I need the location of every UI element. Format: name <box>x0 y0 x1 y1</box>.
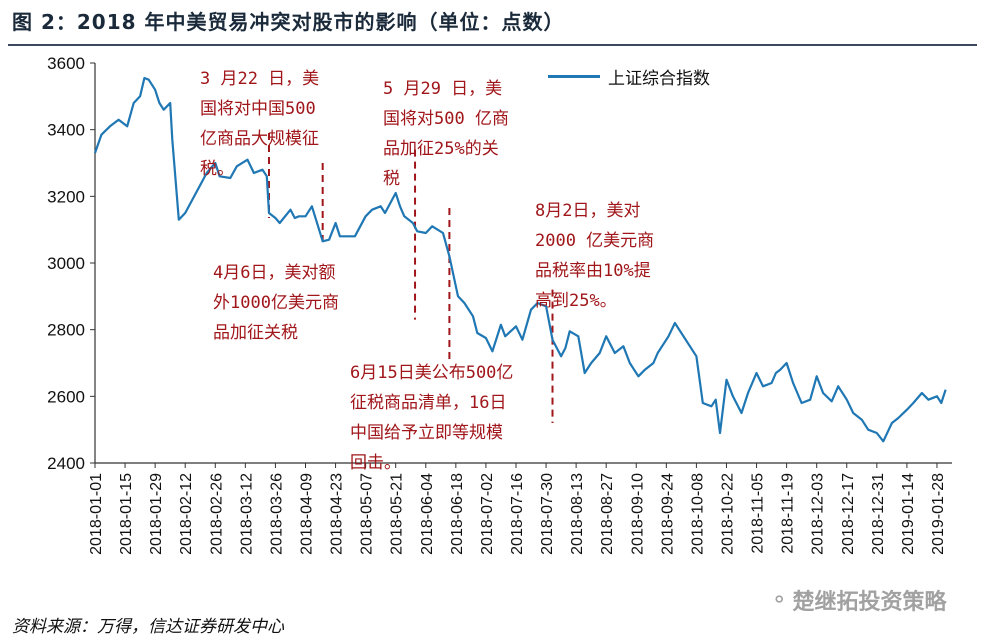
x-tick-label: 2018-04-23 <box>329 473 346 555</box>
series-line-shanghai-composite <box>93 76 947 443</box>
x-tick-label: 2018-03-12 <box>238 473 255 555</box>
x-tick-label: 2018-11-05 <box>750 473 767 554</box>
annotation-may-29: 5 月29 日，美 国将对500 亿商 品加征25%的关 税 <box>383 79 509 189</box>
wechat-icon: ⚬ <box>770 587 789 613</box>
x-tick-label: 2018-02-12 <box>178 473 195 555</box>
page-title: 图 2：2018 年中美贸易冲突对股市的影响（单位：点数） <box>12 10 565 34</box>
x-tick-label: 2018-02-26 <box>208 473 225 555</box>
x-tick-label: 2019-01-14 <box>900 473 917 555</box>
x-tick-label: 2018-05-07 <box>359 473 376 555</box>
x-tick-label: 2018-04-09 <box>298 473 315 555</box>
legend-label: 上证综合指数 <box>608 69 710 89</box>
y-axis-ticks: 2400 2600 2800 3000 3200 3400 3600 <box>47 54 95 473</box>
legend: 上证综合指数 <box>548 64 710 89</box>
title-divider <box>8 44 977 46</box>
x-tick-label: 2018-12-31 <box>870 473 887 555</box>
x-tick-label: 2018-11-19 <box>780 473 797 554</box>
x-tick-label: 2018-12-17 <box>840 473 857 555</box>
x-tick-label: 2018-07-30 <box>539 473 556 555</box>
annotation-aug-2: 8月2日，美对 2000 亿美元商 品税率由10%提 高到25%。 <box>535 201 655 311</box>
x-tick-label: 2018-06-18 <box>449 473 466 555</box>
x-tick-label: 2019-01-28 <box>930 473 947 555</box>
legend-swatch <box>548 75 600 78</box>
watermark-text: 楚继拓投资策略 <box>792 590 947 615</box>
y-tick-label: 3600 <box>47 54 85 73</box>
x-tick-label: 2018-10-08 <box>689 473 706 555</box>
y-tick-label: 3200 <box>47 187 85 206</box>
x-tick-label: 2018-07-02 <box>479 473 496 555</box>
y-tick-label: 2600 <box>47 387 85 406</box>
source-note: 资料来源：万得，信达证券研发中心 <box>12 617 284 637</box>
x-tick-label: 2018-01-01 <box>88 473 105 555</box>
y-tick-label: 2800 <box>47 321 85 340</box>
watermark: ⚬ 楚继拓投资策略 <box>770 584 946 616</box>
x-tick-label: 2018-12-03 <box>810 473 827 555</box>
x-tick-label: 2018-09-24 <box>659 473 676 555</box>
annotation-jun-15: 6月15日美公布500亿 征税商品清单，16日 中国给予立即等规模 回击。 <box>350 363 514 473</box>
annotation-apr-6: 4月6日，美对额 外1000亿美元商 品加征关税 <box>213 263 339 343</box>
x-tick-label: 2018-07-16 <box>509 473 526 555</box>
x-tick-label: 2018-01-15 <box>118 473 135 555</box>
x-tick-label: 2018-08-27 <box>599 473 616 555</box>
y-tick-label: 3000 <box>47 254 85 273</box>
x-tick-label: 2018-08-13 <box>569 473 586 555</box>
annotation-mar-22: 3 月22 日，美 国将对中国500 亿商品大规模征 税。 <box>200 69 320 179</box>
x-tick-label: 2018-05-21 <box>389 473 406 555</box>
x-tick-label: 2018-01-29 <box>148 473 165 555</box>
y-tick-label: 3400 <box>47 121 85 140</box>
x-tick-label: 2018-03-26 <box>268 473 285 555</box>
x-tick-label: 2018-06-04 <box>419 473 436 555</box>
x-tick-label: 2018-09-10 <box>629 473 646 555</box>
y-tick-label: 2400 <box>47 454 85 473</box>
x-tick-label: 2018-10-22 <box>719 473 736 555</box>
x-axis-ticks: 2018-01-01 2018-01-15 2018-01-29 2018-02-12… <box>88 463 947 555</box>
event-markers <box>267 133 554 423</box>
